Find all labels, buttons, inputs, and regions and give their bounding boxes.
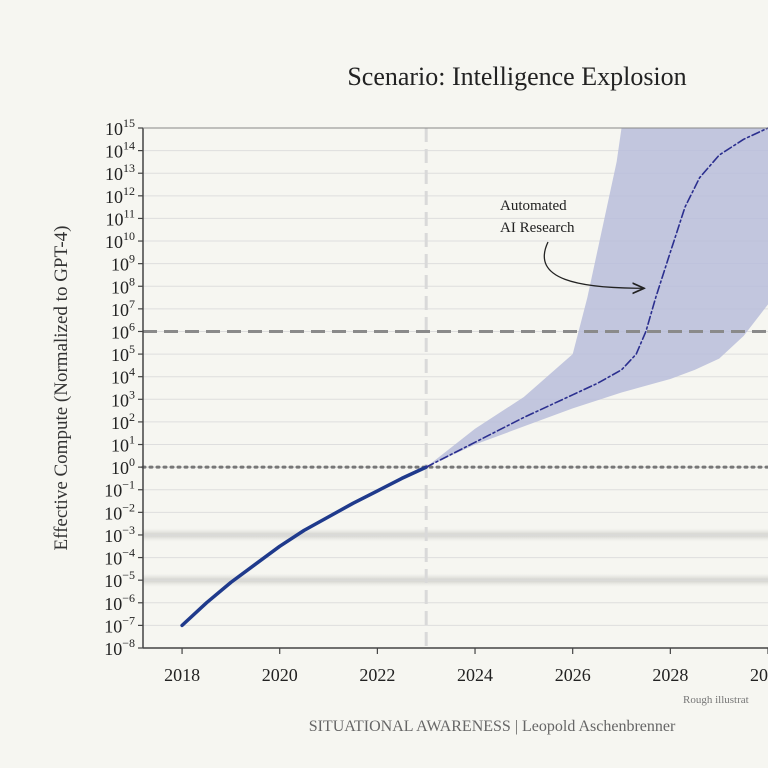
y-tick-label: 1010	[105, 229, 135, 252]
y-tick-label: 100	[111, 455, 135, 478]
y-tick-label: 1013	[105, 161, 135, 184]
y-tick-label: 10−3	[104, 523, 135, 546]
x-tick-label: 2024	[457, 665, 493, 685]
y-tick-label: 10−5	[104, 568, 135, 591]
x-tick-label: 2028	[652, 665, 688, 685]
x-tick-label: 2020	[262, 665, 298, 685]
x-tick-label: 2022	[359, 665, 395, 685]
y-tick-label: 10−8	[104, 636, 135, 659]
annotation-text: Automated	[500, 198, 567, 214]
y-tick-label: 108	[111, 274, 135, 297]
annotation-arrow	[543, 241, 643, 288]
y-tick-label: 103	[111, 387, 135, 410]
y-tick-label: 10−6	[104, 591, 135, 614]
chart-title: Scenario: Intelligence Explosion	[347, 62, 687, 91]
x-tick-label: 2026	[555, 665, 591, 685]
footer-credit: SITUATIONAL AWARENESS | Leopold Aschenbr…	[308, 718, 676, 735]
y-tick-label: 1015	[105, 116, 135, 139]
y-tick-label: 107	[111, 297, 135, 320]
y-tick-label: 102	[111, 410, 135, 433]
y-tick-label: 1012	[105, 184, 135, 207]
y-tick-label: 106	[111, 319, 135, 342]
footnote: Rough illustrat	[683, 694, 749, 706]
x-tick-label: 2030	[750, 665, 768, 685]
y-tick-label: 10−4	[104, 546, 135, 569]
x-tick-label: 2018	[164, 665, 200, 685]
y-tick-label: 101	[111, 433, 135, 456]
y-tick-label: 1011	[105, 206, 135, 229]
y-tick-label: 10−1	[104, 478, 135, 501]
y-tick-label: 109	[111, 252, 135, 275]
annotation-text: AI Research	[500, 220, 575, 236]
y-tick-label: 10−2	[104, 500, 135, 523]
y-tick-label: 10−7	[104, 613, 135, 636]
y-tick-label: 105	[111, 342, 135, 365]
series-line-1	[425, 127, 768, 468]
y-tick-label: 104	[111, 365, 135, 388]
series-line-0	[180, 465, 428, 628]
y-tick-label: 1014	[105, 139, 135, 162]
